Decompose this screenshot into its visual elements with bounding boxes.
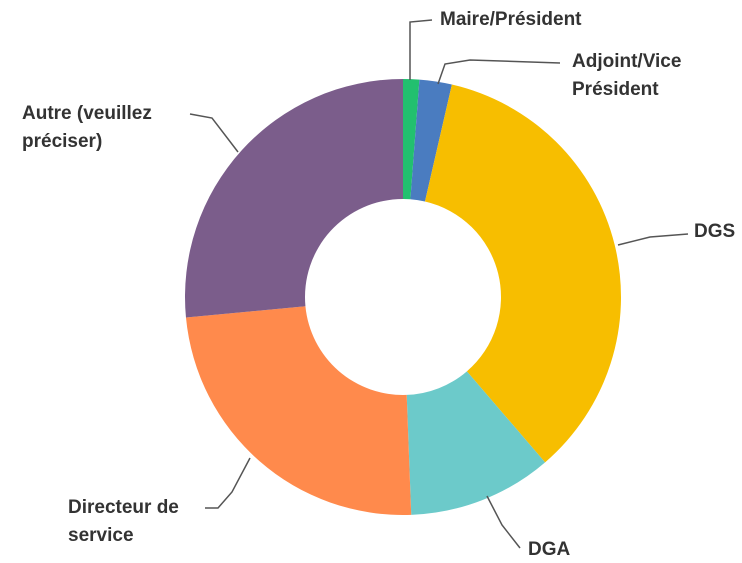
leader-line bbox=[437, 59, 561, 85]
leader-line bbox=[189, 113, 239, 153]
slice bbox=[185, 79, 403, 318]
slice-label: DGS bbox=[694, 221, 736, 242]
slice bbox=[403, 79, 420, 200]
slice bbox=[410, 79, 452, 202]
slice bbox=[185, 306, 412, 515]
slice-label: Directeur de service bbox=[68, 497, 179, 546]
leader-line bbox=[617, 233, 689, 246]
slice-label: Adjoint/Vice Président bbox=[572, 51, 682, 100]
slice bbox=[424, 84, 621, 463]
leader-line bbox=[409, 19, 433, 80]
leader-line bbox=[205, 457, 251, 509]
slice-label: Autre (veuillez préciser) bbox=[22, 103, 152, 152]
slice bbox=[406, 371, 546, 515]
slice-label: Maire/Président bbox=[440, 9, 582, 30]
leader-line bbox=[486, 495, 521, 549]
slice-label: DGA bbox=[528, 539, 571, 560]
